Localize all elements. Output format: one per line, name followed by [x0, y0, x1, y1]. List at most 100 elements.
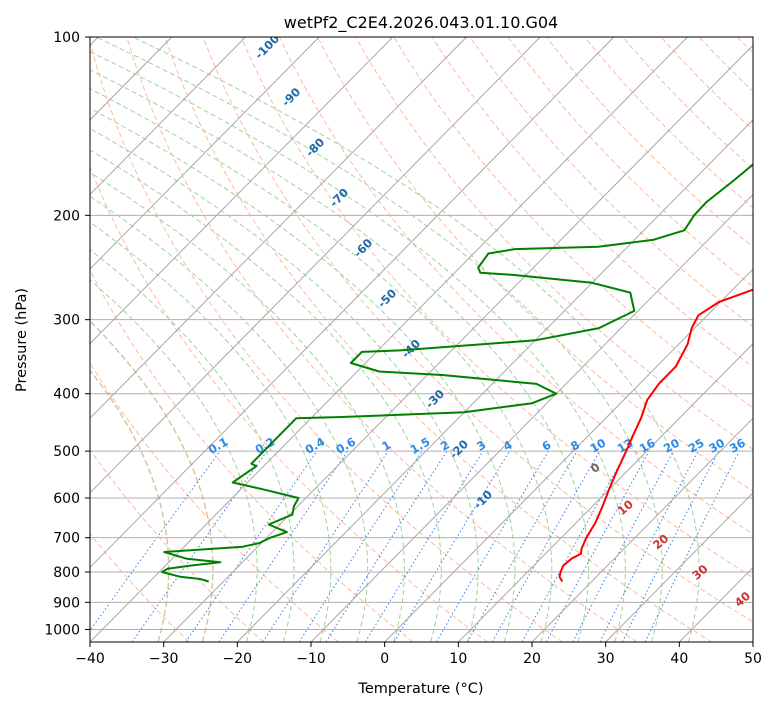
- grid: [90, 37, 753, 630]
- x-tick-label: −10: [296, 651, 326, 667]
- y-tick-label: 300: [53, 313, 80, 329]
- dry-adiabat: [317, 37, 753, 493]
- mixing-ratio-line: [364, 450, 484, 642]
- mixing-ratio-label: 0.2: [253, 434, 278, 456]
- mixing-ratio-line: [621, 450, 720, 642]
- chart-title: wetPf2_C2E4.2026.043.01.10.G04: [284, 13, 558, 33]
- dry-adiabat: [736, 37, 753, 54]
- mixing-ratio-label: 20: [661, 436, 682, 456]
- y-tick-label: 100: [53, 30, 80, 46]
- mixing-ratio-label: 10: [587, 436, 608, 456]
- y-axis: 100 200 300 400 500 600 700 800 900 1000: [44, 30, 90, 638]
- dry-adiabat-label: -70: [327, 185, 352, 210]
- moist-adiabats: [90, 37, 700, 642]
- x-tick-label: −40: [75, 651, 105, 667]
- wet-bulb-adiabats: [90, 320, 214, 642]
- mixing-ratio-line: [521, 450, 628, 642]
- y-tick-label: 600: [53, 491, 80, 507]
- isotherm: [90, 37, 246, 196]
- plot-area: 0.1 0.2 0.4 0.6 1 1.5 2 3 4 6 8 10 13 16 20 25 30 36-100-…: [90, 32, 753, 642]
- dry-adiabat-label: -30: [423, 387, 448, 412]
- dry-adiabat: [278, 37, 753, 535]
- moist-adiabat: [90, 249, 295, 642]
- isotherm: [678, 566, 753, 642]
- y-tick-label: 400: [53, 387, 80, 403]
- dry-adiabat-label: -100: [252, 32, 282, 62]
- mixing-ratio-line: [325, 450, 448, 642]
- x-tick-label: 10: [449, 651, 467, 667]
- dry-adiabat: [660, 37, 753, 131]
- moist-adiabat: [90, 195, 369, 642]
- mixing-ratio-label: 0.6: [333, 434, 358, 456]
- moist-adiabat-label: 10: [615, 497, 636, 518]
- y-tick-label: 1000: [44, 622, 80, 638]
- moist-adiabat-label: 0: [588, 460, 603, 476]
- moist-adiabat-label: 20: [650, 531, 671, 552]
- dry-adiabat-label: -20: [447, 437, 472, 462]
- mixing-ratio-lines: [90, 450, 740, 642]
- isotherm: [236, 119, 753, 642]
- dry-adiabat: [698, 37, 753, 92]
- y-tick-label: 500: [53, 444, 80, 460]
- x-tick-label: 20: [523, 651, 541, 667]
- mixing-ratio-line: [491, 450, 601, 642]
- mixing-ratio-line: [90, 450, 221, 632]
- mixing-ratio-label: 30: [706, 436, 727, 456]
- moist-adiabat: [90, 171, 405, 642]
- profiles: [161, 163, 753, 583]
- y-tick-label: 200: [53, 208, 80, 224]
- moist-adiabat: [90, 69, 590, 642]
- wet-bulb-adiabat: [90, 320, 214, 642]
- mixing-ratio-line: [644, 450, 740, 642]
- y-axis-label: Pressure (hPa): [14, 288, 30, 392]
- isotherm: [457, 342, 753, 642]
- moist-adiabat: [90, 107, 516, 642]
- mixing-ratio-line: [262, 450, 389, 642]
- isotherm: [605, 492, 753, 642]
- y-tick-label: 900: [53, 595, 80, 611]
- isotherm: [531, 417, 753, 642]
- plot-frame: [89, 36, 754, 643]
- isotherm: [310, 193, 753, 642]
- dry-adiabat: [469, 37, 753, 328]
- mixing-ratio-label: 36: [727, 436, 748, 456]
- isotherm: [752, 641, 753, 642]
- dry-adiabat: [202, 37, 753, 623]
- dry-adiabat: [90, 532, 190, 642]
- moist-adiabat: [90, 88, 553, 642]
- x-tick-label: 50: [744, 651, 762, 667]
- mixing-ratio-line: [435, 450, 549, 642]
- moist-adiabat: [95, 37, 663, 642]
- dry-adiabat-label: -80: [303, 135, 328, 160]
- isotherm: [90, 37, 688, 642]
- isotherm: [90, 37, 394, 345]
- moist-adiabat: [90, 149, 442, 642]
- mixing-ratio-label: 25: [686, 436, 707, 456]
- y-tick-label: 800: [53, 565, 80, 581]
- moist-adiabat: [90, 279, 258, 642]
- mixing-ratio-label: 16: [637, 436, 658, 456]
- dry-adiabat: [355, 37, 753, 450]
- mixing-ratio-line: [298, 450, 423, 642]
- x-tick-label: −30: [149, 651, 179, 667]
- moist-adiabat: [132, 37, 700, 642]
- isotherms: [90, 37, 753, 642]
- dry-adiabat: [90, 269, 414, 642]
- dewpoint-profile: [161, 163, 753, 583]
- x-axis: −40 −30 −20 −10 0 10 20 30 40 50: [75, 642, 762, 667]
- mixing-ratio-line: [393, 450, 511, 642]
- x-tick-label: 30: [597, 651, 615, 667]
- mixing-ratio-line: [218, 450, 349, 642]
- temperature-profile: [558, 288, 753, 583]
- mixing-ratio-line: [545, 450, 650, 642]
- dry-adiabat: [164, 37, 712, 642]
- moist-adiabat: [90, 221, 332, 642]
- isotherm: [90, 37, 541, 494]
- dry-adiabat: [584, 37, 753, 209]
- mixing-ratio-label: 0.4: [303, 434, 328, 456]
- moist-adiabat-label: 40: [732, 589, 753, 610]
- y-tick-label: 700: [53, 531, 80, 547]
- wet-bulb-adiabat: [90, 369, 170, 642]
- mixing-ratio-line: [185, 450, 318, 642]
